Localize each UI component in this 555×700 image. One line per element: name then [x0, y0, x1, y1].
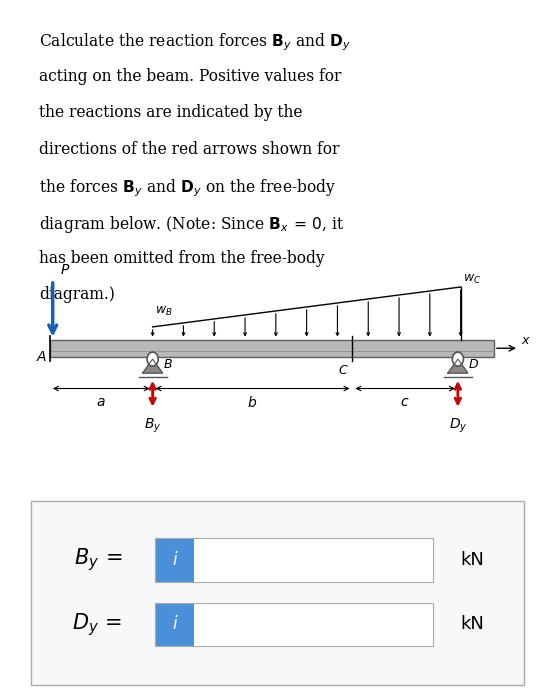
- Bar: [31, 500, 524, 685]
- Circle shape: [452, 352, 463, 366]
- Bar: [155, 538, 194, 582]
- Text: acting on the beam. Positive values for: acting on the beam. Positive values for: [39, 68, 341, 85]
- Text: $B_y$: $B_y$: [144, 416, 162, 435]
- Text: $w_B$: $w_B$: [155, 305, 173, 318]
- Text: directions of the red arrows shown for: directions of the red arrows shown for: [39, 141, 339, 158]
- Text: $b$: $b$: [248, 395, 258, 409]
- Text: $x$: $x$: [521, 334, 531, 347]
- Text: $\mathit{D}_y\,=$: $\mathit{D}_y\,=$: [72, 611, 122, 638]
- Polygon shape: [143, 359, 163, 373]
- Text: has been omitted from the free-body: has been omitted from the free-body: [39, 250, 325, 267]
- Text: diagram.): diagram.): [39, 286, 115, 303]
- Text: $D_y$: $D_y$: [448, 416, 467, 435]
- Text: kN: kN: [461, 615, 485, 634]
- Circle shape: [147, 352, 158, 366]
- Text: $D$: $D$: [468, 358, 479, 370]
- Text: the reactions are indicated by the: the reactions are indicated by the: [39, 104, 302, 121]
- Text: $P$: $P$: [60, 262, 70, 276]
- Bar: [194, 538, 433, 582]
- Bar: [155, 538, 433, 582]
- Bar: [194, 603, 433, 646]
- Text: $w_C$: $w_C$: [463, 272, 481, 286]
- Text: $\mathit{B}_y\,=$: $\mathit{B}_y\,=$: [74, 547, 122, 573]
- Text: Calculate the reaction forces $\mathbf{B}_y$ and $\mathbf{D}_y$: Calculate the reaction forces $\mathbf{B…: [39, 32, 351, 53]
- Text: $C$: $C$: [339, 364, 349, 377]
- Bar: [155, 603, 194, 646]
- Bar: [155, 603, 433, 646]
- Text: $B$: $B$: [163, 358, 173, 370]
- Text: diagram below. (Note: Since $\mathbf{B}_x\,=\,0$, it: diagram below. (Note: Since $\mathbf{B}_…: [39, 214, 344, 235]
- Bar: [50, 340, 494, 357]
- Text: kN: kN: [461, 551, 485, 569]
- Polygon shape: [448, 359, 468, 373]
- Text: $c$: $c$: [400, 395, 410, 409]
- Text: $a$: $a$: [97, 395, 106, 409]
- Text: $i$: $i$: [171, 551, 178, 569]
- Text: $i$: $i$: [171, 615, 178, 634]
- Text: $A$: $A$: [36, 350, 47, 364]
- Text: the forces $\mathbf{B}_y$ and $\mathbf{D}_y$ on the free-body: the forces $\mathbf{B}_y$ and $\mathbf{D…: [39, 177, 336, 199]
